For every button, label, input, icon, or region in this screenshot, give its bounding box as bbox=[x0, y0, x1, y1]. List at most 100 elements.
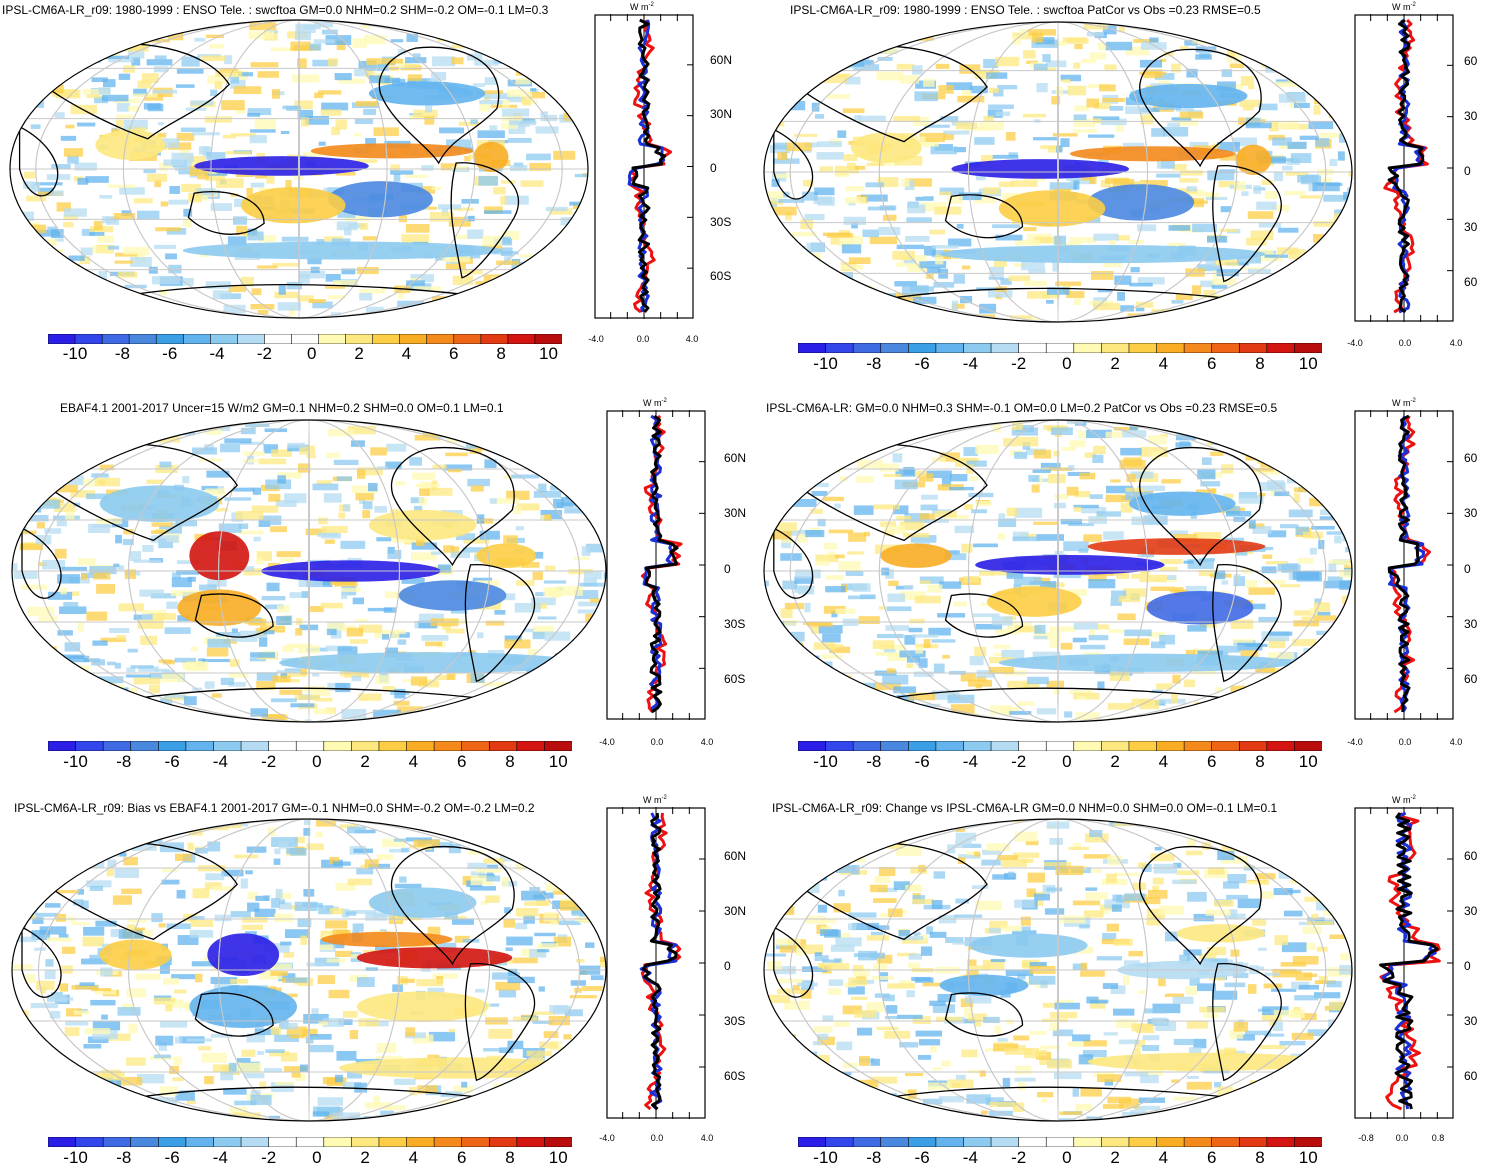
colorbar-swatch bbox=[75, 740, 104, 752]
panel-1-ytick-0: 0 bbox=[710, 161, 717, 175]
panel-2-colorbar bbox=[797, 340, 1323, 354]
colorbar-swatch bbox=[237, 333, 266, 345]
panel-5-unit-label: W m-2 bbox=[643, 795, 667, 805]
colorbar-swatch bbox=[378, 1136, 408, 1148]
colorbar-label: 4 bbox=[1158, 1148, 1169, 1167]
panel-5-title: IPSL-CM6A-LR_r09: Bias vs EBAF4.1 2001-2… bbox=[14, 801, 535, 815]
colorbar-label: 8 bbox=[1255, 1148, 1265, 1167]
panel-2-xtick-mid: 0.0 bbox=[1398, 338, 1412, 348]
panel-1-ytick-60s: 60S bbox=[710, 269, 732, 283]
colorbar-swatch bbox=[797, 1136, 827, 1148]
panel-3-zonal-profile bbox=[606, 410, 706, 720]
colorbar-label: -2 bbox=[261, 1148, 277, 1167]
colorbar-swatch bbox=[433, 740, 463, 752]
colorbar-label: 4 bbox=[1158, 752, 1169, 771]
colorbar-swatch bbox=[130, 1136, 160, 1148]
map-outline bbox=[763, 21, 1353, 323]
colorbar-label: 0 bbox=[1062, 752, 1072, 771]
colorbar-swatch bbox=[453, 333, 482, 345]
panel-4-ytick-0: 0 bbox=[1464, 562, 1471, 576]
colorbar-label: 0 bbox=[307, 344, 317, 363]
colorbar-swatch bbox=[399, 333, 428, 345]
panel-2-xtick-max: 4.0 bbox=[1449, 338, 1463, 348]
colorbar-label: 0 bbox=[1062, 354, 1072, 373]
panel-6-xtick-mid: 0.0 bbox=[1395, 1133, 1409, 1143]
colorbar-label: -8 bbox=[116, 752, 132, 771]
colorbar-swatch bbox=[47, 333, 76, 345]
panel-1-title: IPSL-CM6A-LR_r09: 1980-1999 : ENSO Tele.… bbox=[2, 3, 549, 17]
colorbar-swatch bbox=[1128, 740, 1158, 752]
colorbar-swatch bbox=[1156, 740, 1185, 752]
panel-4-ytick-30s: 30 bbox=[1464, 617, 1478, 631]
colorbar-label: -2 bbox=[256, 344, 272, 363]
colorbar-label: -10 bbox=[62, 344, 88, 363]
panel-4-map bbox=[763, 419, 1353, 723]
colorbar-swatch bbox=[1238, 740, 1268, 752]
panel-3-ytick-30n: 30N bbox=[724, 506, 747, 520]
colorbar-label: -8 bbox=[866, 354, 882, 373]
colorbar-swatch bbox=[1045, 342, 1075, 354]
colorbar-swatch bbox=[797, 342, 827, 354]
colorbar-label: -4 bbox=[209, 344, 225, 363]
colorbar-label: -4 bbox=[962, 1148, 978, 1167]
colorbar-swatch bbox=[318, 333, 347, 345]
colorbar-label: -10 bbox=[813, 354, 838, 373]
colorbar-label: -4 bbox=[212, 1148, 228, 1167]
colorbar-swatch bbox=[1211, 342, 1241, 354]
panel-4-zonal-profile bbox=[1354, 410, 1454, 720]
colorbar-swatch bbox=[291, 333, 320, 345]
panel-6-colorbar-labels: -10 -8 -6 -4 -2 0 2 4 6 8 10 bbox=[798, 1148, 1322, 1169]
panel-3-colorbar-labels: -10 -8 -6 -4 -2 0 2 4 6 8 10 bbox=[48, 752, 572, 774]
panel-5-ytick-0: 0 bbox=[724, 959, 731, 973]
panel-5-ytick-60s: 60S bbox=[724, 1069, 746, 1083]
colorbar-swatch bbox=[1073, 342, 1103, 354]
colorbar-swatch bbox=[1183, 342, 1213, 354]
colorbar-swatch bbox=[1211, 1136, 1241, 1148]
colorbar-swatch bbox=[351, 740, 380, 752]
colorbar-label: 4 bbox=[408, 752, 419, 771]
panel-6-zonal-profile bbox=[1354, 807, 1454, 1119]
colorbar-swatch bbox=[47, 740, 77, 752]
colorbar-swatch bbox=[1183, 740, 1213, 752]
panel-6-ytick-30s: 30 bbox=[1464, 1014, 1478, 1028]
colorbar-label: 2 bbox=[1110, 752, 1120, 771]
panel-3-xtick-min: -4.0 bbox=[599, 737, 615, 747]
panel-4-xtick-min: -4.0 bbox=[1347, 737, 1363, 747]
colorbar-label: -8 bbox=[866, 752, 882, 771]
colorbar-swatch bbox=[426, 333, 455, 345]
panel-4-xtick-mid: 0.0 bbox=[1398, 737, 1412, 747]
colorbar-swatch bbox=[351, 1136, 380, 1148]
panel-2-colorbar-labels: -10 -8 -6 -4 -2 0 2 4 6 8 10 bbox=[798, 354, 1322, 376]
colorbar-label: -6 bbox=[914, 752, 930, 771]
panel-5-ytick-30s: 30S bbox=[724, 1014, 746, 1028]
colorbar-label: 6 bbox=[449, 344, 459, 363]
colorbar-swatch bbox=[1101, 1136, 1130, 1148]
colorbar-label: -6 bbox=[914, 354, 930, 373]
colorbar-swatch bbox=[880, 342, 910, 354]
colorbar-label: 8 bbox=[505, 1148, 515, 1167]
colorbar-label: 6 bbox=[456, 1148, 467, 1167]
colorbar-swatch bbox=[74, 333, 103, 345]
colorbar-swatch bbox=[1294, 1136, 1323, 1148]
panel-1-ytick-30n: 30N bbox=[710, 107, 733, 121]
panel-6-unit-label: W m-2 bbox=[1392, 795, 1416, 805]
map-outline bbox=[763, 818, 1353, 1122]
colorbar-swatch bbox=[1183, 1136, 1213, 1148]
panel-4-xtick-max: 4.0 bbox=[1449, 737, 1463, 747]
colorbar-swatch bbox=[507, 333, 536, 345]
colorbar-swatch bbox=[908, 740, 937, 752]
panel-3-map bbox=[11, 419, 607, 723]
colorbar-label: 2 bbox=[1110, 1148, 1120, 1167]
panel-1-ytick-30s: 30S bbox=[710, 215, 732, 229]
colorbar-swatch bbox=[213, 1136, 242, 1148]
panel-1-xtick-min: -4.0 bbox=[588, 334, 604, 344]
panel-3-ytick-60n: 60N bbox=[724, 451, 747, 465]
colorbar-swatch bbox=[480, 333, 509, 345]
panel-1-map bbox=[9, 19, 589, 319]
panel-4-ytick-30n: 30 bbox=[1464, 506, 1478, 520]
colorbar-label: 2 bbox=[360, 1148, 370, 1167]
colorbar-label: 10 bbox=[1298, 752, 1318, 771]
colorbar-swatch bbox=[1266, 740, 1296, 752]
colorbar-swatch bbox=[825, 1136, 854, 1148]
colorbar-label: -6 bbox=[914, 1148, 930, 1167]
